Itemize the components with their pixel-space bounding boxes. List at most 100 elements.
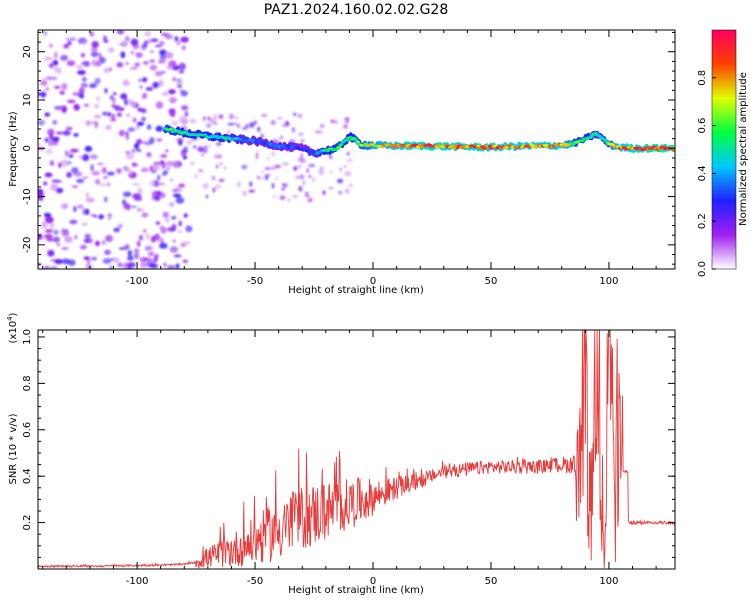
noise-blob [163,262,167,267]
noise-blob [139,85,143,89]
noise-blob [109,265,114,269]
noise-blob [173,254,182,258]
noise-blob [84,233,92,239]
noise-blob [80,52,85,58]
noise-blob [173,193,182,198]
scatter-blob [211,175,216,181]
scatter-blob [297,156,305,163]
scatter-blob [236,123,241,128]
noise-blob [47,128,55,136]
noise-blob [59,90,65,95]
scatter-blob [307,175,312,178]
scatter-blob [298,185,303,192]
noise-blob [85,192,90,198]
scatter-blob [194,173,198,180]
snr-multiplier: (x104) [6,312,19,343]
noise-blob [137,107,144,112]
scatter-blob [249,122,255,128]
noise-blob [89,238,93,244]
noise-blob [153,161,161,166]
spectrogram-x-tick-label: 50 [485,276,498,287]
noise-blob [89,31,94,37]
noise-blob [64,150,69,157]
noise-blob [66,60,76,67]
colorbar-tick-label: 0.6 [697,118,708,134]
scatter-blob [297,164,302,169]
noise-blob [44,216,54,224]
scatter-blob [270,151,276,157]
noise-blob [182,259,188,263]
noise-blob [134,142,140,150]
noise-blob [82,176,88,180]
noise-blob [117,262,123,268]
scatter-blob [206,116,212,121]
noise-blob [123,202,129,210]
noise-blob [180,90,188,97]
noise-blob [175,80,183,84]
noise-blob [81,76,87,83]
colorbar: 0.0 0.2 0.4 0.6 0.8 Normalized spectral ampl… [697,29,749,277]
scatter-blob [344,165,347,168]
noise-blob [168,89,176,95]
scatter-blob [328,186,334,190]
snr-multiplier-text: (x10 [8,321,19,344]
scatter-blob [218,178,225,183]
scatter-blob [293,112,297,117]
noise-blob [123,98,129,106]
noise-blob [122,191,132,197]
noise-blob [65,37,73,41]
noise-blob [169,178,174,182]
noise-blob [155,125,164,132]
noise-blob [139,140,146,144]
scatter-blob [242,191,247,197]
noise-blob [107,47,115,53]
noise-blob [168,108,176,114]
noise-blob [82,208,86,216]
noise-blob [142,77,148,83]
noise-blob [161,173,166,177]
noise-blob [118,107,125,111]
noise-blob [38,119,46,126]
noise-blob [49,160,55,167]
scatter-blob [236,181,241,187]
noise-blob [145,86,154,91]
noise-blob [90,47,98,52]
noise-blob [144,40,149,44]
noise-blob [175,196,185,204]
noise-blob [78,93,84,99]
scatter-blob [186,139,193,145]
noise-blob [94,178,101,185]
noise-blob [67,41,72,46]
noise-blob [85,120,92,126]
noise-blob [44,229,54,233]
scatter-blob [218,114,224,119]
noise-blob [159,49,167,56]
noise-blob [52,120,58,125]
scatter-blob [306,168,309,173]
noise-blob [172,239,176,243]
noise-blob [125,61,129,66]
scatter-blob [203,116,206,121]
noise-blob [156,236,164,243]
noise-blob [45,87,50,91]
scatter-blob [330,119,335,123]
noise-blob [53,51,58,59]
colorbar-tick-label: 0.0 [697,261,708,277]
scatter-blob [248,189,256,193]
noise-blob [164,52,174,59]
spectrogram-x-tick-label: 0 [370,276,376,287]
noise-blob [177,229,183,234]
noise-blob [165,149,169,153]
noise-blob [127,250,133,257]
noise-blob [91,171,100,176]
noise-blob [71,167,79,174]
snr-x-tick-label: -50 [247,576,263,587]
noise-blob [171,216,177,220]
noise-blob [60,54,69,61]
noise-blob [103,196,108,203]
snr-y-label: SNR (10 * v/v) [8,413,19,484]
noise-blob [133,197,143,201]
noise-blob [142,92,148,99]
noise-blob [156,138,163,142]
scatter-blob [233,116,239,120]
